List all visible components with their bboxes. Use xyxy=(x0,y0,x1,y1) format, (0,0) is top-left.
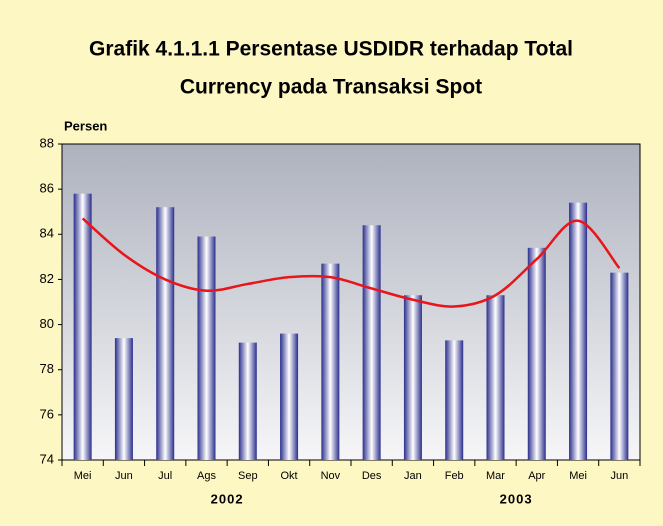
x-tick-label: Feb xyxy=(445,470,464,482)
bar xyxy=(569,202,588,460)
bar xyxy=(486,295,505,460)
chart-title: Grafik 4.1.1.1 Persentase USDIDR terhada… xyxy=(89,38,573,61)
bar xyxy=(445,340,464,460)
bar xyxy=(610,272,629,460)
bar xyxy=(403,295,422,460)
trend-line xyxy=(81,217,621,308)
y-tick-label: 86 xyxy=(40,181,54,196)
bar xyxy=(73,193,92,460)
x-tick-label: Ags xyxy=(197,470,216,482)
bar xyxy=(238,342,257,460)
y-tick-label: 78 xyxy=(40,361,54,376)
bar xyxy=(321,263,340,460)
x-tick-label: Mei xyxy=(569,470,587,482)
bar xyxy=(362,225,381,460)
bar xyxy=(527,247,546,460)
x-tick-label: Jun xyxy=(115,470,133,482)
x-tick-label: Nov xyxy=(321,470,341,482)
y-tick-label: 80 xyxy=(40,316,54,331)
y-tick-label: 76 xyxy=(40,406,54,421)
bar xyxy=(156,207,175,460)
bar xyxy=(197,236,216,460)
chart-title: Currency pada Transaksi Spot xyxy=(180,76,482,99)
x-tick-label: Sep xyxy=(238,470,258,482)
x-tick-label: Jul xyxy=(158,470,172,482)
x-tick-label: Des xyxy=(362,470,382,482)
plot-area xyxy=(61,143,641,461)
x-tick-label: Jun xyxy=(610,470,628,482)
bar xyxy=(280,333,299,460)
y-tick-label: 74 xyxy=(40,451,54,466)
year-label: 2003 xyxy=(500,491,533,506)
y-tick-label: 88 xyxy=(40,135,54,150)
y-tick-label: 84 xyxy=(40,226,54,241)
bar xyxy=(114,338,133,460)
year-label: 2002 xyxy=(211,491,244,506)
y-tick-label: 82 xyxy=(40,271,54,286)
x-tick-label: Apr xyxy=(528,470,545,482)
x-tick-label: Okt xyxy=(281,470,298,482)
x-tick-label: Mei xyxy=(74,470,92,482)
x-tick-label: Mar xyxy=(486,470,505,482)
x-tick-label: Jan xyxy=(404,470,422,482)
y-axis-label: Persen xyxy=(64,118,107,133)
